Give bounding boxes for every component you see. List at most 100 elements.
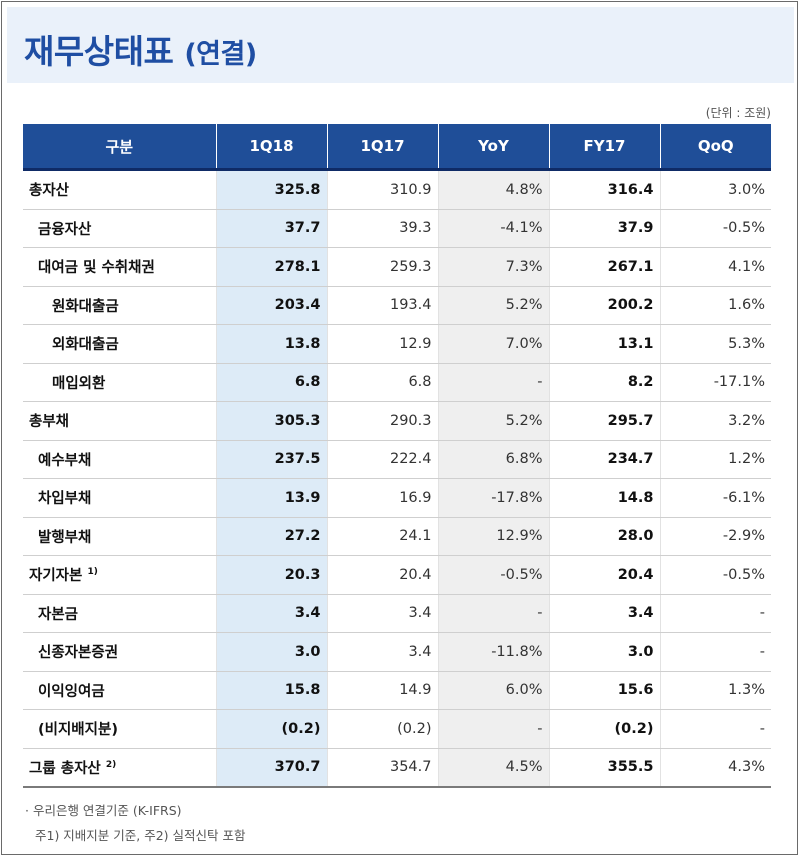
cell-qoq: 4.3% [659, 748, 771, 788]
column-header: 1Q18 [215, 124, 327, 170]
title-main: 재무상태표 [24, 32, 174, 71]
page-title: 재무상태표 (연결) [24, 25, 257, 73]
cell-fy17: (0.2) [548, 709, 660, 749]
cell-qoq: -0.5% [659, 555, 771, 595]
cell-fy17: 267.1 [548, 247, 660, 287]
row-label-text: 자기자본 [29, 568, 83, 585]
row-label: 대여금 및 수취채권 [23, 247, 216, 287]
title-sub: (연결) [184, 39, 257, 70]
table-row: 그룹 총자산 2) 370.7 354.7 4.5% 355.5 4.3% [23, 748, 771, 788]
footnote-basis: · 우리은행 연결기준 (K-IFRS) [25, 803, 182, 818]
row-footnote-marker: 1) [87, 567, 98, 578]
title-bar: 재무상태표 (연결) [7, 7, 794, 83]
row-label-text: 이익잉여금 [38, 683, 105, 700]
cell-c1q17: (0.2) [326, 709, 438, 749]
cell-fy17: 13.1 [548, 324, 660, 364]
row-label: 외화대출금 [23, 324, 216, 364]
cell-c1q18: 20.3 [215, 555, 327, 595]
table-row: 이익잉여금 15.8 14.9 6.0% 15.6 1.3% [23, 671, 771, 710]
cell-yoy: - [437, 594, 549, 633]
cell-c1q18: 13.9 [215, 478, 327, 518]
row-label-text: 예수부채 [38, 452, 92, 469]
cell-yoy: 7.0% [437, 324, 549, 364]
cell-fy17: 20.4 [548, 555, 660, 595]
cell-c1q17: 20.4 [326, 555, 438, 595]
cell-yoy: 4.8% [437, 169, 549, 210]
cell-yoy: -17.8% [437, 478, 549, 518]
footnote-notes: 주1) 지배지분 기준, 주2) 실적신탁 포함 [35, 828, 246, 843]
cell-qoq: 1.3% [659, 671, 771, 710]
cell-c1q18: 278.1 [215, 247, 327, 287]
cell-fy17: 3.4 [548, 594, 660, 633]
cell-yoy: -0.5% [437, 555, 549, 595]
cell-c1q18: 370.7 [215, 748, 327, 788]
cell-fy17: 14.8 [548, 478, 660, 518]
cell-fy17: 37.9 [548, 209, 660, 248]
cell-c1q17: 222.4 [326, 440, 438, 479]
column-header: QoQ [659, 124, 771, 170]
column-header: 구분 [23, 124, 216, 170]
table-body: 총자산 325.8 310.9 4.8% 316.4 3.0% 금융자산 37.7 39.3 -4… [23, 169, 771, 788]
cell-c1q17: 290.3 [326, 401, 438, 441]
row-label-text: 발행부채 [38, 529, 92, 546]
table-row: 차입부채 13.9 16.9 -17.8% 14.8 -6.1% [23, 478, 771, 518]
cell-qoq: - [659, 709, 771, 749]
table-row: 신종자본증권 3.0 3.4 -11.8% 3.0- [23, 632, 771, 672]
table-row: 금융자산 37.7 39.3 -4.1% 37.9 -0.5% [23, 209, 771, 248]
cell-yoy: 7.3% [437, 247, 549, 287]
row-label-text: 자본금 [38, 606, 79, 623]
row-label: 예수부채 [23, 440, 216, 479]
cell-qoq: -6.1% [659, 478, 771, 518]
row-label: 발행부채 [23, 517, 216, 556]
row-label-text: 원화대출금 [52, 298, 119, 315]
table-row: 총부채 305.3 290.3 5.2% 295.7 3.2% [23, 401, 771, 441]
table-row: 원화대출금 203.4 193.4 5.2% 200.2 1.6% [23, 286, 771, 325]
table-header-row: 구분 1Q18 1Q17 YoY FY17 QoQ [23, 124, 771, 170]
cell-qoq: -2.9% [659, 517, 771, 556]
table-row: (비지배지분) (0.2) (0.2) - (0.2) - [23, 709, 771, 749]
cell-c1q17: 354.7 [326, 748, 438, 788]
row-label-text: (비지배지분) [38, 722, 118, 739]
cell-qoq: 5.3% [659, 324, 771, 364]
cell-c1q17: 6.8 [326, 363, 438, 402]
cell-c1q17: 16.9 [326, 478, 438, 518]
cell-fy17: 15.6 [548, 671, 660, 710]
cell-qoq: - [659, 594, 771, 633]
table-row: 예수부채 237.5 222.4 6.8% 234.7 1.2% [23, 440, 771, 479]
cell-c1q18: (0.2) [215, 709, 327, 749]
cell-c1q18: 237.5 [215, 440, 327, 479]
table-row: 총자산 325.8 310.9 4.8% 316.4 3.0% [23, 169, 771, 210]
row-label: 원화대출금 [23, 286, 216, 325]
cell-qoq: 1.2% [659, 440, 771, 479]
row-label-text: 대여금 및 수취채권 [38, 260, 155, 277]
row-footnote-marker: 2) [105, 759, 117, 770]
cell-yoy: 6.8% [437, 440, 549, 479]
cell-fy17: 3.0 [548, 632, 660, 672]
cell-qoq: 1.6% [659, 286, 771, 325]
table-row: 매입외환 6.8 6.8-8.2 -17.1% [23, 363, 771, 402]
cell-c1q18: 13.8 [215, 324, 327, 364]
cell-fy17: 8.2 [548, 363, 660, 402]
cell-qoq: 3.2% [659, 401, 771, 441]
row-label: 총부채 [23, 401, 216, 441]
row-label-text: 금융자산 [38, 221, 92, 238]
cell-c1q17: 3.4 [326, 632, 438, 672]
cell-yoy: - [437, 363, 549, 402]
table-row: 대여금 및 수취채권 278.1 259.3 7.3% 267.1 4.1% [23, 247, 771, 287]
table-row: 자기자본 1) 20.3 20.4 -0.5% 20.4 -0.5% [23, 555, 771, 595]
cell-qoq: -0.5% [659, 209, 771, 248]
cell-c1q18: 27.2 [215, 517, 327, 556]
row-label-text: 총자산 [29, 183, 70, 200]
row-label-text: 신종자본증권 [38, 645, 119, 662]
cell-yoy: 5.2% [437, 286, 549, 325]
table-row: 외화대출금 13.8 12.9 7.0% 13.1 5.3% [23, 324, 771, 364]
cell-c1q18: 3.0 [215, 632, 327, 672]
row-label: 금융자산 [23, 209, 216, 248]
cell-fy17: 234.7 [548, 440, 660, 479]
cell-c1q17: 259.3 [326, 247, 438, 287]
table-row: 자본금 3.4 3.4-3.4- [23, 594, 771, 633]
cell-c1q17: 12.9 [326, 324, 438, 364]
cell-c1q17: 3.4 [326, 594, 438, 633]
cell-fy17: 355.5 [548, 748, 660, 788]
